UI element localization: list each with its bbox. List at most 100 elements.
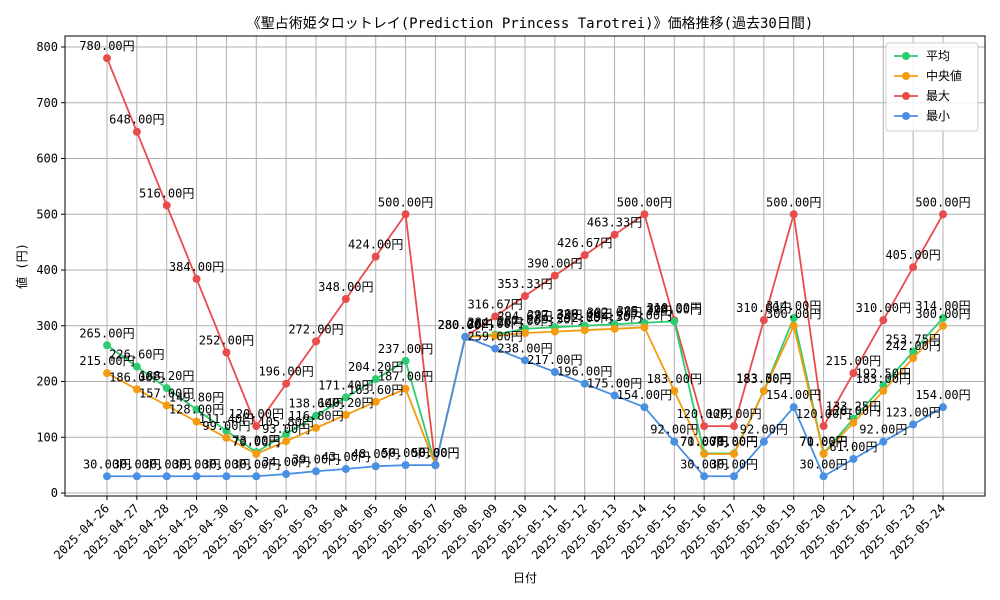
data-label: 70.00円 — [800, 435, 848, 449]
data-point — [192, 405, 201, 414]
data-point — [103, 341, 111, 350]
data-point — [252, 472, 261, 481]
data-label: 163.60円 — [348, 383, 403, 397]
data-label: 500.00円 — [766, 195, 821, 209]
data-point — [610, 230, 619, 239]
data-point — [103, 472, 111, 481]
data-point — [700, 472, 709, 481]
data-label: 500.00円 — [378, 195, 433, 209]
x-axis-label: 日付 — [513, 571, 537, 585]
data-label: 43.00円 — [322, 450, 370, 464]
data-point — [371, 462, 380, 471]
data-label: 294.67円 — [497, 310, 552, 324]
y-tick-label: 0 — [51, 486, 58, 500]
data-label: 111.40円 — [199, 412, 254, 426]
data-label: 187.00円 — [378, 370, 433, 384]
data-label: 138.60円 — [288, 397, 343, 411]
data-label: 192.50円 — [856, 367, 911, 381]
chart-title: 《聖占術姫タロットレイ(Prediction Princess Tarotrei… — [247, 16, 814, 32]
data-point — [431, 461, 440, 470]
data-label: 183.00円 — [736, 372, 791, 386]
data-label: 39.00円 — [292, 452, 340, 466]
data-label: 300.00円 — [766, 307, 821, 321]
data-point — [849, 369, 858, 378]
data-label: 116.80円 — [288, 409, 343, 423]
data-label: 70.00円 — [232, 435, 280, 449]
data-label: 120.00円 — [676, 407, 731, 421]
data-label: 287.00円 — [497, 314, 552, 328]
data-label: 70.00円 — [680, 435, 728, 449]
data-point — [730, 422, 738, 431]
data-label: 30.00円 — [710, 457, 758, 471]
data-point — [401, 384, 410, 393]
data-point — [939, 321, 947, 330]
data-point — [401, 461, 410, 470]
data-label: 280.00円 — [438, 318, 493, 332]
data-label: 280.00円 — [438, 318, 493, 332]
data-point — [730, 472, 738, 481]
data-label: 310.00円 — [736, 301, 791, 315]
data-label: 50.00円 — [411, 446, 459, 460]
data-point — [640, 323, 649, 332]
data-label: 196.00円 — [258, 365, 313, 379]
data-point — [491, 312, 500, 321]
data-point — [939, 210, 947, 219]
data-label: 314.00円 — [915, 299, 970, 313]
data-point — [670, 317, 679, 326]
data-label: 188.20円 — [139, 369, 194, 383]
y-tick-label: 400 — [36, 263, 58, 277]
data-point — [789, 403, 798, 412]
data-label: 71.00円 — [680, 434, 728, 448]
legend-marker — [902, 112, 910, 120]
data-label: 424.00円 — [348, 238, 403, 252]
data-point — [610, 391, 619, 400]
data-label: 282.00円 — [467, 317, 522, 331]
data-label: 308.00円 — [647, 302, 702, 316]
data-label: 516.00円 — [139, 186, 194, 200]
data-label: 30.00円 — [113, 457, 161, 471]
data-point — [341, 393, 350, 402]
data-label: 128.00円 — [169, 403, 224, 417]
data-point — [849, 454, 858, 463]
data-label: 120.00円 — [706, 407, 761, 421]
data-label: 186.00円 — [109, 370, 164, 384]
y-tick-label: 800 — [36, 40, 58, 54]
legend-marker — [902, 72, 910, 80]
data-point — [252, 422, 261, 431]
data-label: 50.00円 — [382, 446, 430, 460]
data-label: 140.20円 — [318, 396, 373, 410]
data-point — [192, 417, 201, 426]
data-label: 217.00円 — [527, 353, 582, 367]
data-label: 390.00円 — [527, 257, 582, 271]
data-point — [312, 337, 320, 346]
data-label: 154.00円 — [617, 388, 672, 402]
data-label: 99.00円 — [202, 419, 250, 433]
data-point — [162, 201, 171, 210]
data-point — [341, 465, 350, 474]
data-label: 253.75円 — [885, 333, 940, 347]
data-point — [759, 437, 768, 446]
data-point — [939, 403, 947, 412]
data-point — [759, 316, 768, 325]
data-label: 154.00円 — [766, 388, 821, 402]
data-point — [162, 401, 171, 410]
data-point — [341, 294, 350, 303]
data-labels: 780.00円 648.00円 516.00円 384.00円 252.00円 120.0… — [79, 39, 970, 471]
data-point — [222, 472, 231, 481]
data-point — [610, 324, 619, 333]
data-point — [192, 274, 201, 283]
data-point — [312, 423, 320, 432]
data-label: 242.00円 — [885, 339, 940, 353]
data-label: 426.67円 — [557, 236, 612, 250]
data-label: 61.00円 — [829, 440, 877, 454]
data-point — [341, 410, 350, 419]
legend-marker — [902, 92, 910, 100]
data-point — [909, 420, 918, 429]
data-point — [789, 210, 798, 219]
data-label: 196.00円 — [557, 365, 612, 379]
data-label: 50.00円 — [411, 446, 459, 460]
data-point — [580, 251, 589, 260]
data-point — [550, 271, 559, 280]
data-point — [939, 313, 947, 322]
